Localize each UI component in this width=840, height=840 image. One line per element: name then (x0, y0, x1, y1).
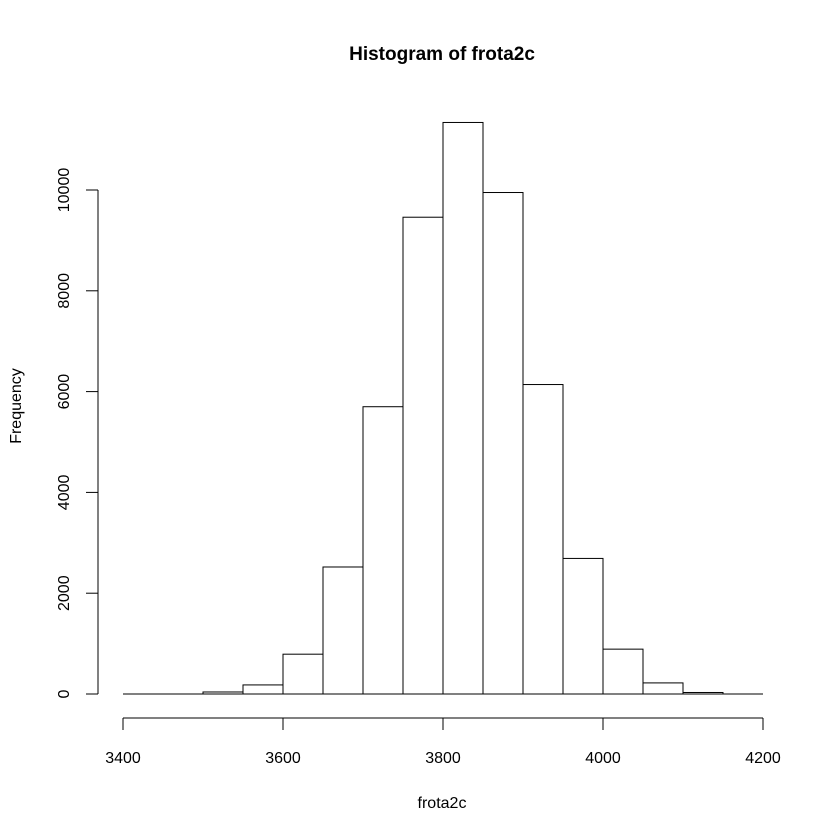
x-tick-label: 4200 (745, 750, 781, 767)
y-tick-label: 10000 (56, 168, 73, 213)
x-tick-label: 3400 (105, 750, 141, 767)
bars-group (123, 121, 763, 695)
histogram-bar (322, 566, 364, 695)
histogram-bar (242, 684, 284, 695)
chart-title: Histogram of frota2c (349, 44, 535, 65)
x-axis: 3400 3600 3800 4000 4200 (105, 717, 781, 767)
histogram-bar (202, 691, 244, 695)
y-tick-label: 0 (56, 689, 73, 698)
x-tick-label: 3800 (425, 750, 461, 767)
histogram-bar (562, 557, 604, 695)
y-axis: 0 2000 4000 6000 8000 10000 (56, 168, 99, 698)
histogram-bar (362, 406, 404, 695)
histogram-bar (442, 121, 484, 695)
histogram-bar (602, 648, 644, 695)
y-axis-label: Frequency (8, 368, 25, 444)
x-tick-label: 4000 (585, 750, 621, 767)
x-axis-label: frota2c (418, 795, 467, 812)
histogram-bar (402, 216, 444, 695)
histogram-bar (282, 653, 324, 695)
y-tick-label: 8000 (56, 273, 73, 309)
histogram-bar (642, 682, 684, 695)
y-tick-label: 4000 (56, 475, 73, 511)
y-tick-label: 2000 (56, 575, 73, 611)
histogram-bar (522, 384, 564, 695)
histogram-bar (482, 192, 524, 695)
x-tick-label: 3600 (265, 750, 301, 767)
y-tick-label: 6000 (56, 374, 73, 410)
histogram-bar (682, 691, 724, 695)
